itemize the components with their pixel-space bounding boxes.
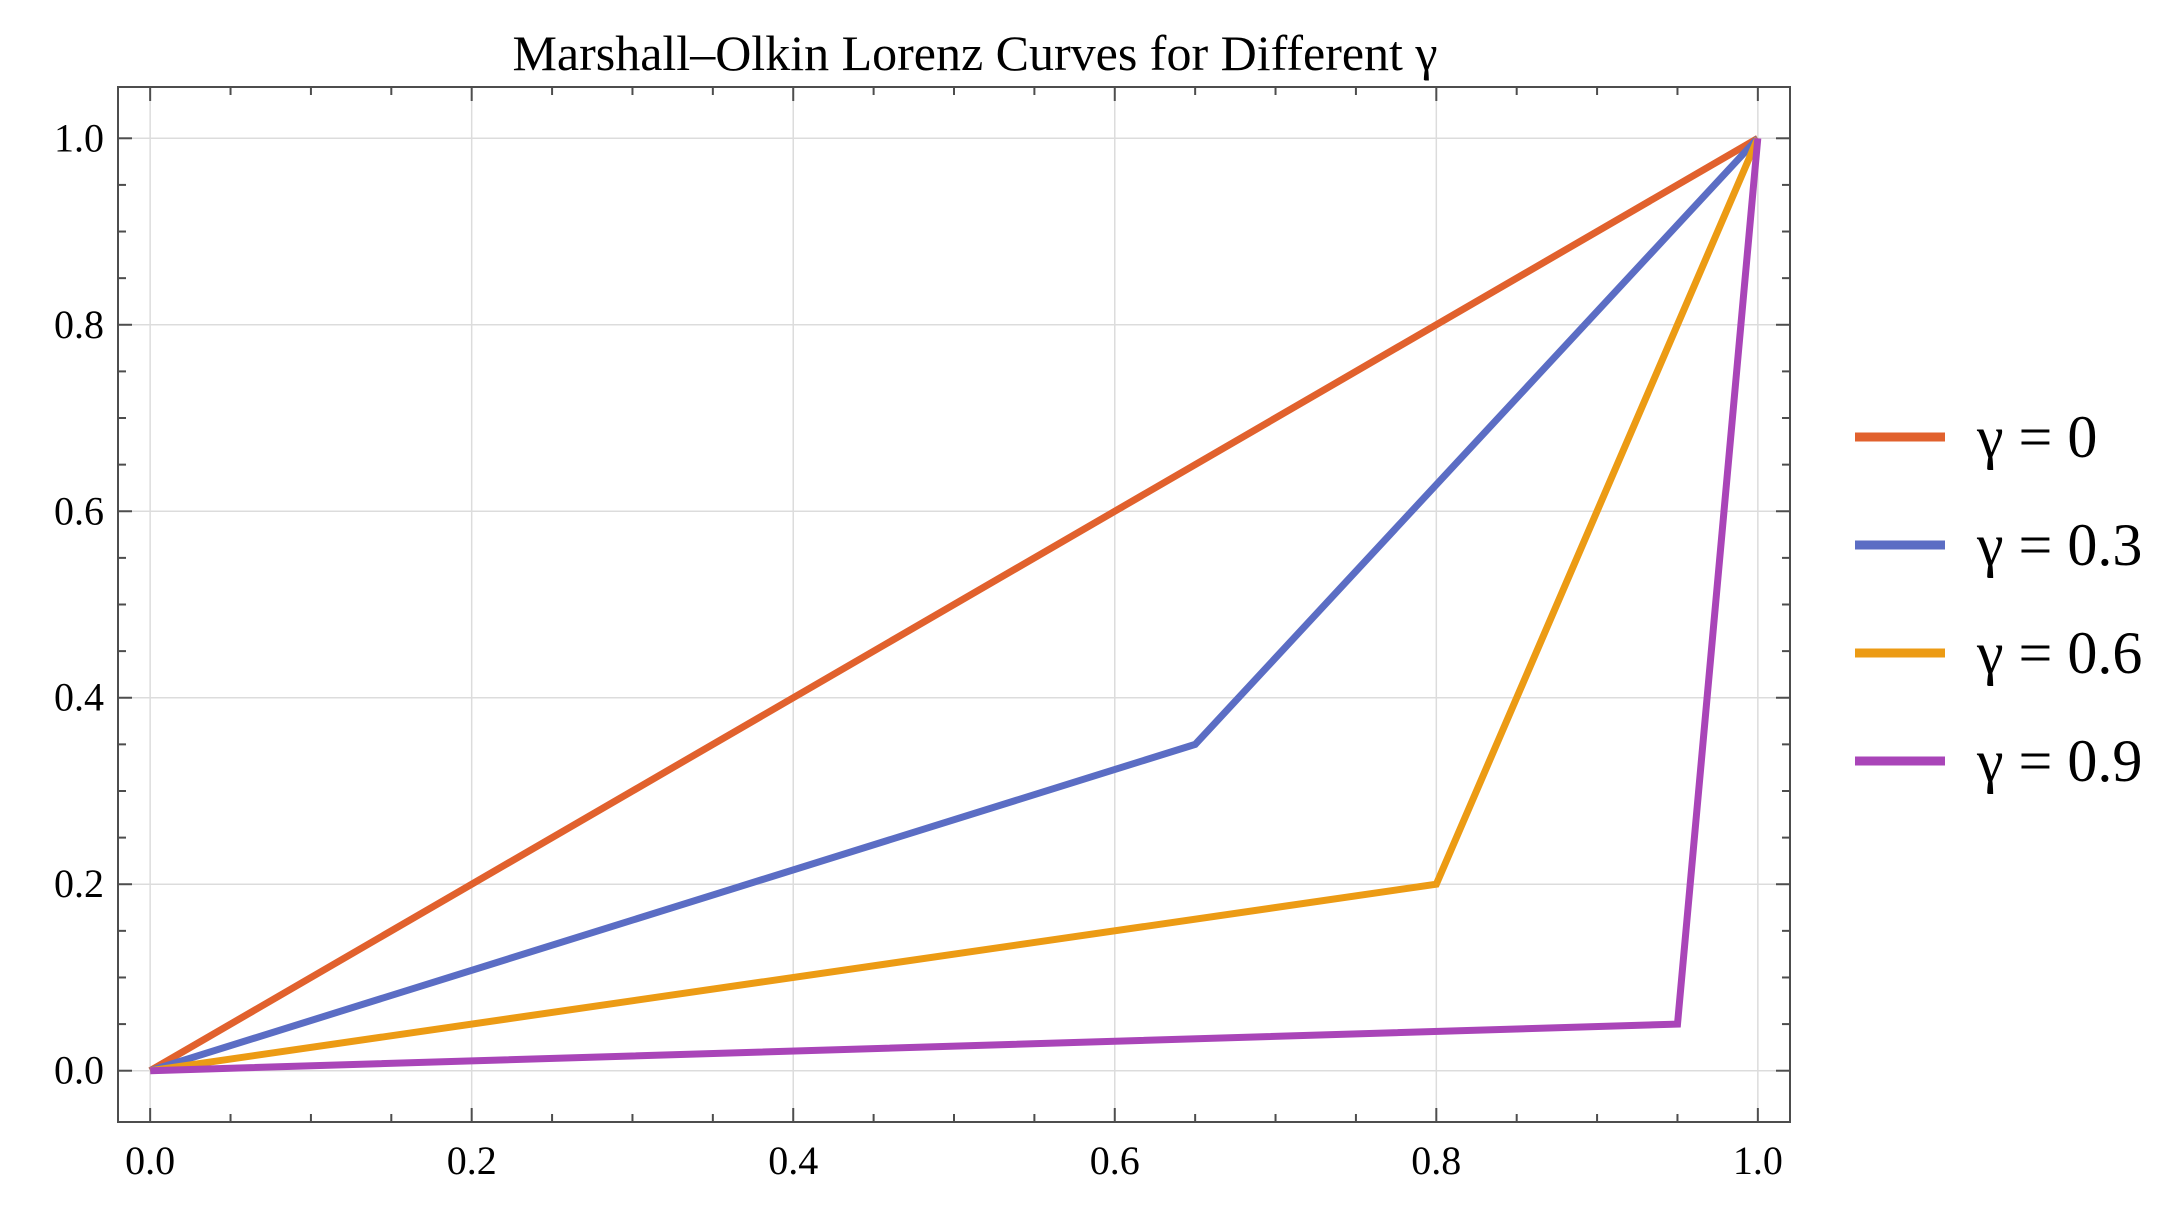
plot-frame bbox=[117, 86, 1791, 1123]
legend-label-4: γ = 0.9 bbox=[1976, 728, 2142, 794]
y-tick-label: 0.2 bbox=[54, 861, 104, 906]
x-tick-label: 0.0 bbox=[125, 1138, 175, 1183]
x-tick-label: 1.0 bbox=[1733, 1138, 1783, 1183]
y-tick-label: 0.0 bbox=[54, 1048, 104, 1093]
x-tick-label: 0.2 bbox=[447, 1138, 497, 1183]
series-lines bbox=[148, 135, 1762, 1075]
axis-ticks bbox=[118, 87, 1790, 1122]
legend: γ = 0 γ = 0.3 γ = 0.6 γ = 0.9 bbox=[1855, 404, 2142, 794]
grid bbox=[118, 87, 1790, 1122]
legend-label-3: γ = 0.6 bbox=[1976, 620, 2142, 686]
legend-label-1: γ = 0 bbox=[1976, 404, 2097, 470]
x-tick-label: 0.4 bbox=[768, 1138, 818, 1183]
series-line-3 bbox=[149, 136, 1762, 1075]
series-line-1 bbox=[148, 135, 1760, 1074]
x-tick-label: 0.8 bbox=[1411, 1138, 1461, 1183]
legend-label-2: γ = 0.3 bbox=[1976, 512, 2142, 578]
tick-labels: 0.0 0.2 0.4 0.6 0.8 1.0 0.0 0.2 0.4 0.6 0.8 1.0 bbox=[54, 115, 1783, 1183]
y-tick-label: 0.8 bbox=[54, 302, 104, 347]
y-tick-label: 1.0 bbox=[54, 115, 104, 160]
y-tick-label: 0.6 bbox=[54, 488, 104, 533]
series-line-4 bbox=[150, 137, 1762, 1075]
x-tick-label: 0.6 bbox=[1090, 1138, 1140, 1183]
chart-title: Marshall–Olkin Lorenz Curves for Differe… bbox=[512, 25, 1437, 81]
y-tick-label: 0.4 bbox=[54, 675, 104, 720]
series-line-2 bbox=[149, 135, 1761, 1075]
